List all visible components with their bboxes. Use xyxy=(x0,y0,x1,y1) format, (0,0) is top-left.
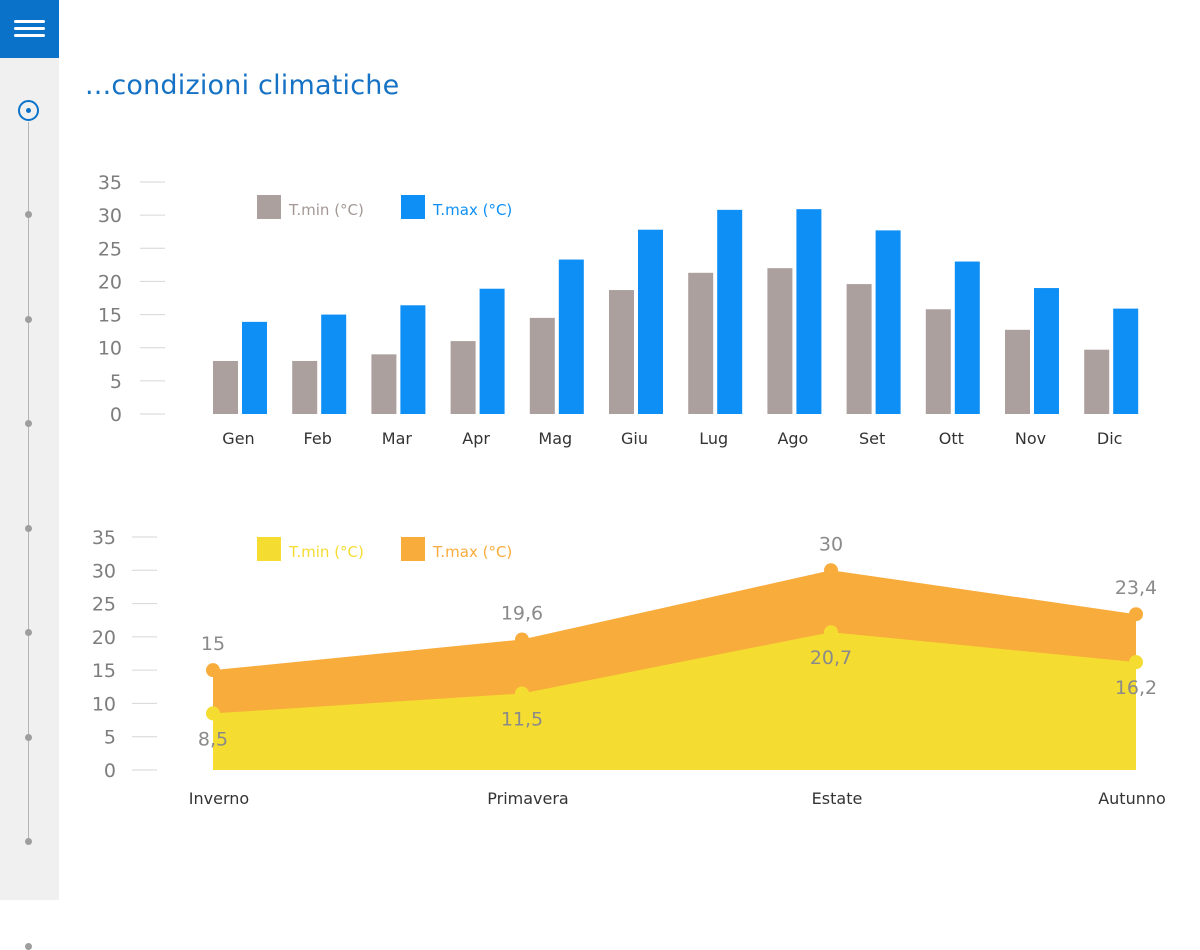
bar-tmin xyxy=(213,360,238,414)
x-tick-label: Set xyxy=(859,429,885,448)
x-tick-label: Estate xyxy=(812,789,863,808)
bar-tmin xyxy=(292,360,318,414)
point-tmin xyxy=(515,686,529,701)
x-tick-label: Nov xyxy=(1015,429,1046,448)
x-tick-label: Primavera xyxy=(487,789,568,808)
bar-tmin xyxy=(609,290,634,414)
hamburger-menu-icon xyxy=(14,20,45,23)
data-label-tmin: 8,5 xyxy=(198,728,228,750)
bar-tmin xyxy=(846,284,872,414)
y-tick-label: 25 xyxy=(98,238,122,260)
x-tick-label: Mag xyxy=(538,429,572,448)
bar-tmin xyxy=(1084,349,1110,414)
legend-label: T.min (°C) xyxy=(288,543,364,561)
timeline-dot[interactable] xyxy=(25,211,32,218)
timeline-track xyxy=(28,122,29,842)
point-tmax xyxy=(515,632,529,647)
y-tick-label: 30 xyxy=(98,205,122,227)
timeline-dot[interactable] xyxy=(25,629,32,636)
bar-tmin xyxy=(688,272,714,414)
menu-button[interactable] xyxy=(0,0,59,58)
point-tmin xyxy=(1129,655,1143,670)
data-label-tmax: 30 xyxy=(819,533,843,555)
timeline-dot[interactable] xyxy=(25,733,32,741)
y-tick-label: 30 xyxy=(92,560,116,582)
timeline-dot[interactable] xyxy=(25,315,32,323)
bar-tmin xyxy=(450,341,476,414)
x-tick-label: Autunno xyxy=(1098,789,1166,808)
x-tick-label: Lug xyxy=(699,429,728,448)
area-tmin xyxy=(213,632,1136,770)
y-tick-label: 35 xyxy=(92,527,116,549)
hamburger-menu-icon-line xyxy=(14,34,45,37)
bar-tmax xyxy=(1113,308,1139,414)
y-tick-label: 10 xyxy=(98,338,122,360)
y-tick-label: 0 xyxy=(110,404,122,426)
x-tick-label: Giu xyxy=(621,429,648,448)
x-tick-label: Feb xyxy=(304,429,332,448)
y-tick-label: 20 xyxy=(92,627,116,649)
legend-swatch xyxy=(401,537,425,561)
y-tick-label: 0 xyxy=(104,760,116,782)
bar-tmax xyxy=(400,305,426,414)
x-tick-label: Dic xyxy=(1097,429,1123,448)
data-label-tmax: 15 xyxy=(201,633,225,655)
bar-tmax xyxy=(875,230,901,414)
bar-tmax xyxy=(558,259,584,414)
bar-tmin xyxy=(767,268,793,414)
legend-label: T.max (°C) xyxy=(432,543,512,561)
y-tick-label: 35 xyxy=(98,172,122,194)
data-label-tmin: 11,5 xyxy=(501,708,543,730)
x-tick-label: Inverno xyxy=(189,789,249,808)
bar-tmax xyxy=(479,288,505,414)
y-tick-label: 10 xyxy=(92,693,116,715)
bar-tmax xyxy=(638,229,663,414)
legend-swatch xyxy=(257,537,281,561)
x-tick-label: Gen xyxy=(222,429,254,448)
data-label-tmin: 20,7 xyxy=(810,647,852,669)
bar-tmin xyxy=(1005,329,1030,414)
bar-tmax xyxy=(321,314,347,414)
y-tick-label: 15 xyxy=(98,305,122,327)
sidebar xyxy=(0,0,59,950)
timeline-dot[interactable] xyxy=(25,942,32,950)
data-label-tmax: 23,4 xyxy=(1115,577,1157,599)
bar-tmax xyxy=(1034,288,1059,414)
x-tick-label: Apr xyxy=(462,429,490,448)
data-label-tmax: 19,6 xyxy=(501,603,543,625)
bar-tmax xyxy=(242,321,267,414)
y-tick-label: 25 xyxy=(92,594,116,616)
timeline-dot[interactable] xyxy=(25,838,32,845)
point-tmin xyxy=(206,706,220,721)
timeline-current-marker[interactable] xyxy=(18,100,39,121)
point-tmin xyxy=(824,625,838,640)
bar-tmin xyxy=(371,354,397,414)
legend-swatch xyxy=(257,195,281,219)
y-tick-label: 5 xyxy=(104,727,116,749)
x-tick-label: Ott xyxy=(939,429,964,448)
timeline-dot[interactable] xyxy=(25,524,32,532)
point-tmax xyxy=(824,563,838,578)
timeline-dot[interactable] xyxy=(25,420,32,427)
monthly-temperature-bar-chart: 0 5 10 15 20 25 30 35 Gen Feb Mar Apr Mag Giu Lug Ago Se… xyxy=(98,172,1139,448)
legend-label: T.max (°C) xyxy=(432,201,512,219)
page-title: ...condizioni climatiche xyxy=(85,70,400,101)
x-tick-label: Ago xyxy=(777,429,808,448)
bar-tmin xyxy=(925,309,951,414)
seasonal-temperature-area-chart: 0 5 10 15 20 25 30 35 15 19,6 30 23,4 8,5 11,5 20,7 16,… xyxy=(92,527,1166,808)
hamburger-menu-icon-line xyxy=(14,27,45,30)
bar-tmax xyxy=(954,261,980,414)
bar-tmax xyxy=(796,209,822,414)
bar-tmax xyxy=(717,209,743,414)
point-tmax xyxy=(206,663,220,678)
bar-tmin xyxy=(529,317,555,414)
y-tick-label: 15 xyxy=(92,660,116,682)
legend-swatch xyxy=(401,195,425,219)
y-tick-label: 5 xyxy=(110,371,122,393)
point-tmax xyxy=(1129,607,1143,622)
x-tick-label: Mar xyxy=(382,429,413,448)
y-tick-label: 20 xyxy=(98,271,122,293)
data-label-tmin: 16,2 xyxy=(1115,677,1157,699)
legend-label: T.min (°C) xyxy=(288,201,364,219)
